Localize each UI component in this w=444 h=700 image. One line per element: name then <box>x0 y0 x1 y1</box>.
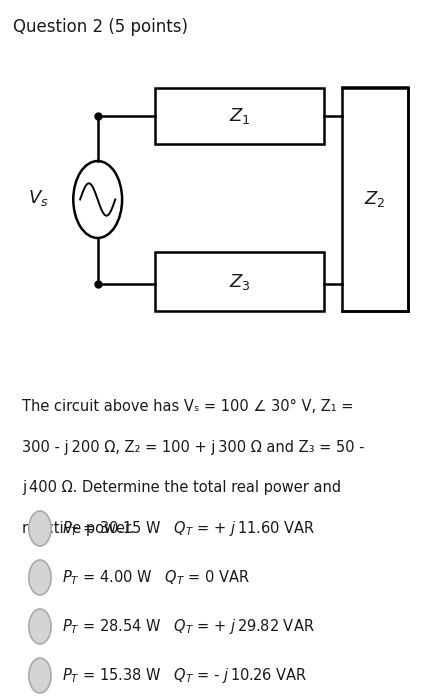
Circle shape <box>29 560 51 595</box>
Text: $P_T$ = 4.00 W   $Q_T$ = 0 VAR: $P_T$ = 4.00 W $Q_T$ = 0 VAR <box>62 568 250 587</box>
Text: 300 - j 200 Ω, Z₂ = 100 + j 300 Ω and Z₃ = 50 -: 300 - j 200 Ω, Z₂ = 100 + j 300 Ω and Z₃… <box>22 440 365 454</box>
Text: $\mathit{V_s}$: $\mathit{V_s}$ <box>28 188 49 208</box>
Text: $Z_2$: $Z_2$ <box>365 190 386 209</box>
Text: $P_T$ = 28.54 W   $Q_T$ = + $j\,$29.82 VAR: $P_T$ = 28.54 W $Q_T$ = + $j\,$29.82 VAR <box>62 617 315 636</box>
Bar <box>342 88 408 312</box>
Text: $Z_1$: $Z_1$ <box>229 106 250 125</box>
Circle shape <box>29 658 51 693</box>
Text: reactive power.: reactive power. <box>22 521 135 536</box>
Text: Question 2 (5 points): Question 2 (5 points) <box>13 18 188 36</box>
Bar <box>155 252 324 312</box>
Text: j 400 Ω. Determine the total real power and: j 400 Ω. Determine the total real power … <box>22 480 341 495</box>
Text: $Z_3$: $Z_3$ <box>229 272 250 292</box>
Text: The circuit above has Vₛ = 100 ∠ 30° V, Z₁ =: The circuit above has Vₛ = 100 ∠ 30° V, … <box>22 399 353 414</box>
Text: $P_T$ = 15.38 W   $Q_T$ = - $j\,$10.26 VAR: $P_T$ = 15.38 W $Q_T$ = - $j\,$10.26 VAR <box>62 666 308 685</box>
Bar <box>155 88 324 144</box>
Text: $P_T$ = 30.15 W   $Q_T$ = + $j\,$11.60 VAR: $P_T$ = 30.15 W $Q_T$ = + $j\,$11.60 VAR <box>62 519 316 538</box>
Circle shape <box>29 511 51 546</box>
Circle shape <box>29 609 51 644</box>
